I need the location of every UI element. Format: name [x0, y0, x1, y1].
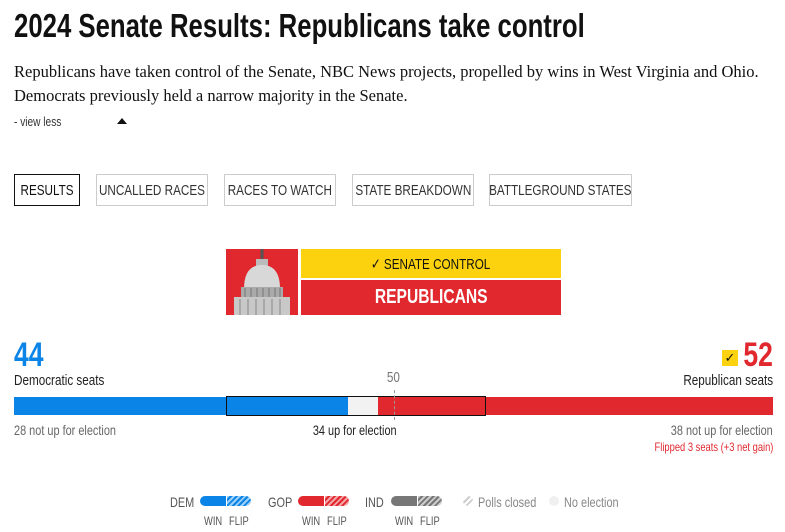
dem-won-segment [226, 397, 348, 415]
tab-uncalled-races[interactable]: UNCALLED RACES [96, 174, 208, 206]
polls-closed-swatch [463, 496, 473, 506]
majority-label: 50 [386, 369, 400, 386]
rep-not-up-segment [484, 397, 773, 415]
gop-flip-label: FLIP [327, 514, 347, 528]
caret-up-icon [116, 118, 127, 124]
ind-flip-swatch [418, 496, 442, 506]
legend-gop: GOP [268, 494, 293, 510]
legend-no-election: No election [564, 494, 619, 510]
up-for-election-label: 34 up for election [313, 422, 397, 438]
capitol-image [226, 249, 298, 315]
gop-win-label: WIN [302, 514, 321, 528]
ind-win-label: WIN [395, 514, 414, 528]
dem-not-up-segment [14, 397, 227, 415]
majority-line [393, 390, 395, 420]
dem-seat-count: 44 [14, 336, 44, 374]
page-title: 2024 Senate Results: Republicans take co… [14, 7, 585, 44]
senate-control-banner: ✓ SENATE CONTROL [301, 249, 561, 278]
legend-polls-closed: Polls closed [478, 494, 537, 510]
tab-results[interactable]: RESULTS [14, 174, 80, 206]
page-description: Republicans have taken control of the Se… [14, 62, 759, 105]
flipped-seats-label: Flipped 3 seats (+3 net gain) [654, 440, 773, 454]
legend-dem: DEM [170, 494, 195, 510]
rep-seats-label: Republican seats [683, 372, 773, 389]
gop-win-swatch [298, 496, 324, 506]
no-election-swatch [549, 496, 559, 506]
tab-state-breakdown[interactable]: STATE BREAKDOWN [352, 174, 474, 206]
dem-not-up-label: 28 not up for election [14, 422, 116, 438]
dem-flip-swatch [227, 496, 251, 506]
rep-not-up-label: 38 not up for election [671, 422, 773, 438]
dem-seats-label: Democratic seats [14, 372, 105, 389]
dem-flip-label: FLIP [229, 514, 249, 528]
undecided-segment [347, 397, 379, 415]
control-winner: REPUBLICANS [301, 280, 561, 315]
ind-win-swatch [391, 496, 417, 506]
dem-win-label: WIN [204, 514, 223, 528]
rep-won-segment [378, 397, 485, 415]
legend-ind: IND [365, 494, 384, 510]
gop-flip-swatch [325, 496, 349, 506]
tab-battleground-states[interactable]: BATTLEGROUND STATES [489, 174, 632, 206]
dem-win-swatch [200, 496, 226, 506]
up-for-election-box [225, 396, 486, 416]
check-icon: ✓ [371, 255, 382, 273]
rep-seat-count: 52 [743, 336, 773, 374]
view-less-link[interactable]: - view less [14, 114, 127, 129]
tab-races-to-watch[interactable]: RACES TO WATCH [224, 174, 336, 206]
winner-check-icon: ✓ [722, 350, 738, 366]
ind-flip-label: FLIP [420, 514, 440, 528]
